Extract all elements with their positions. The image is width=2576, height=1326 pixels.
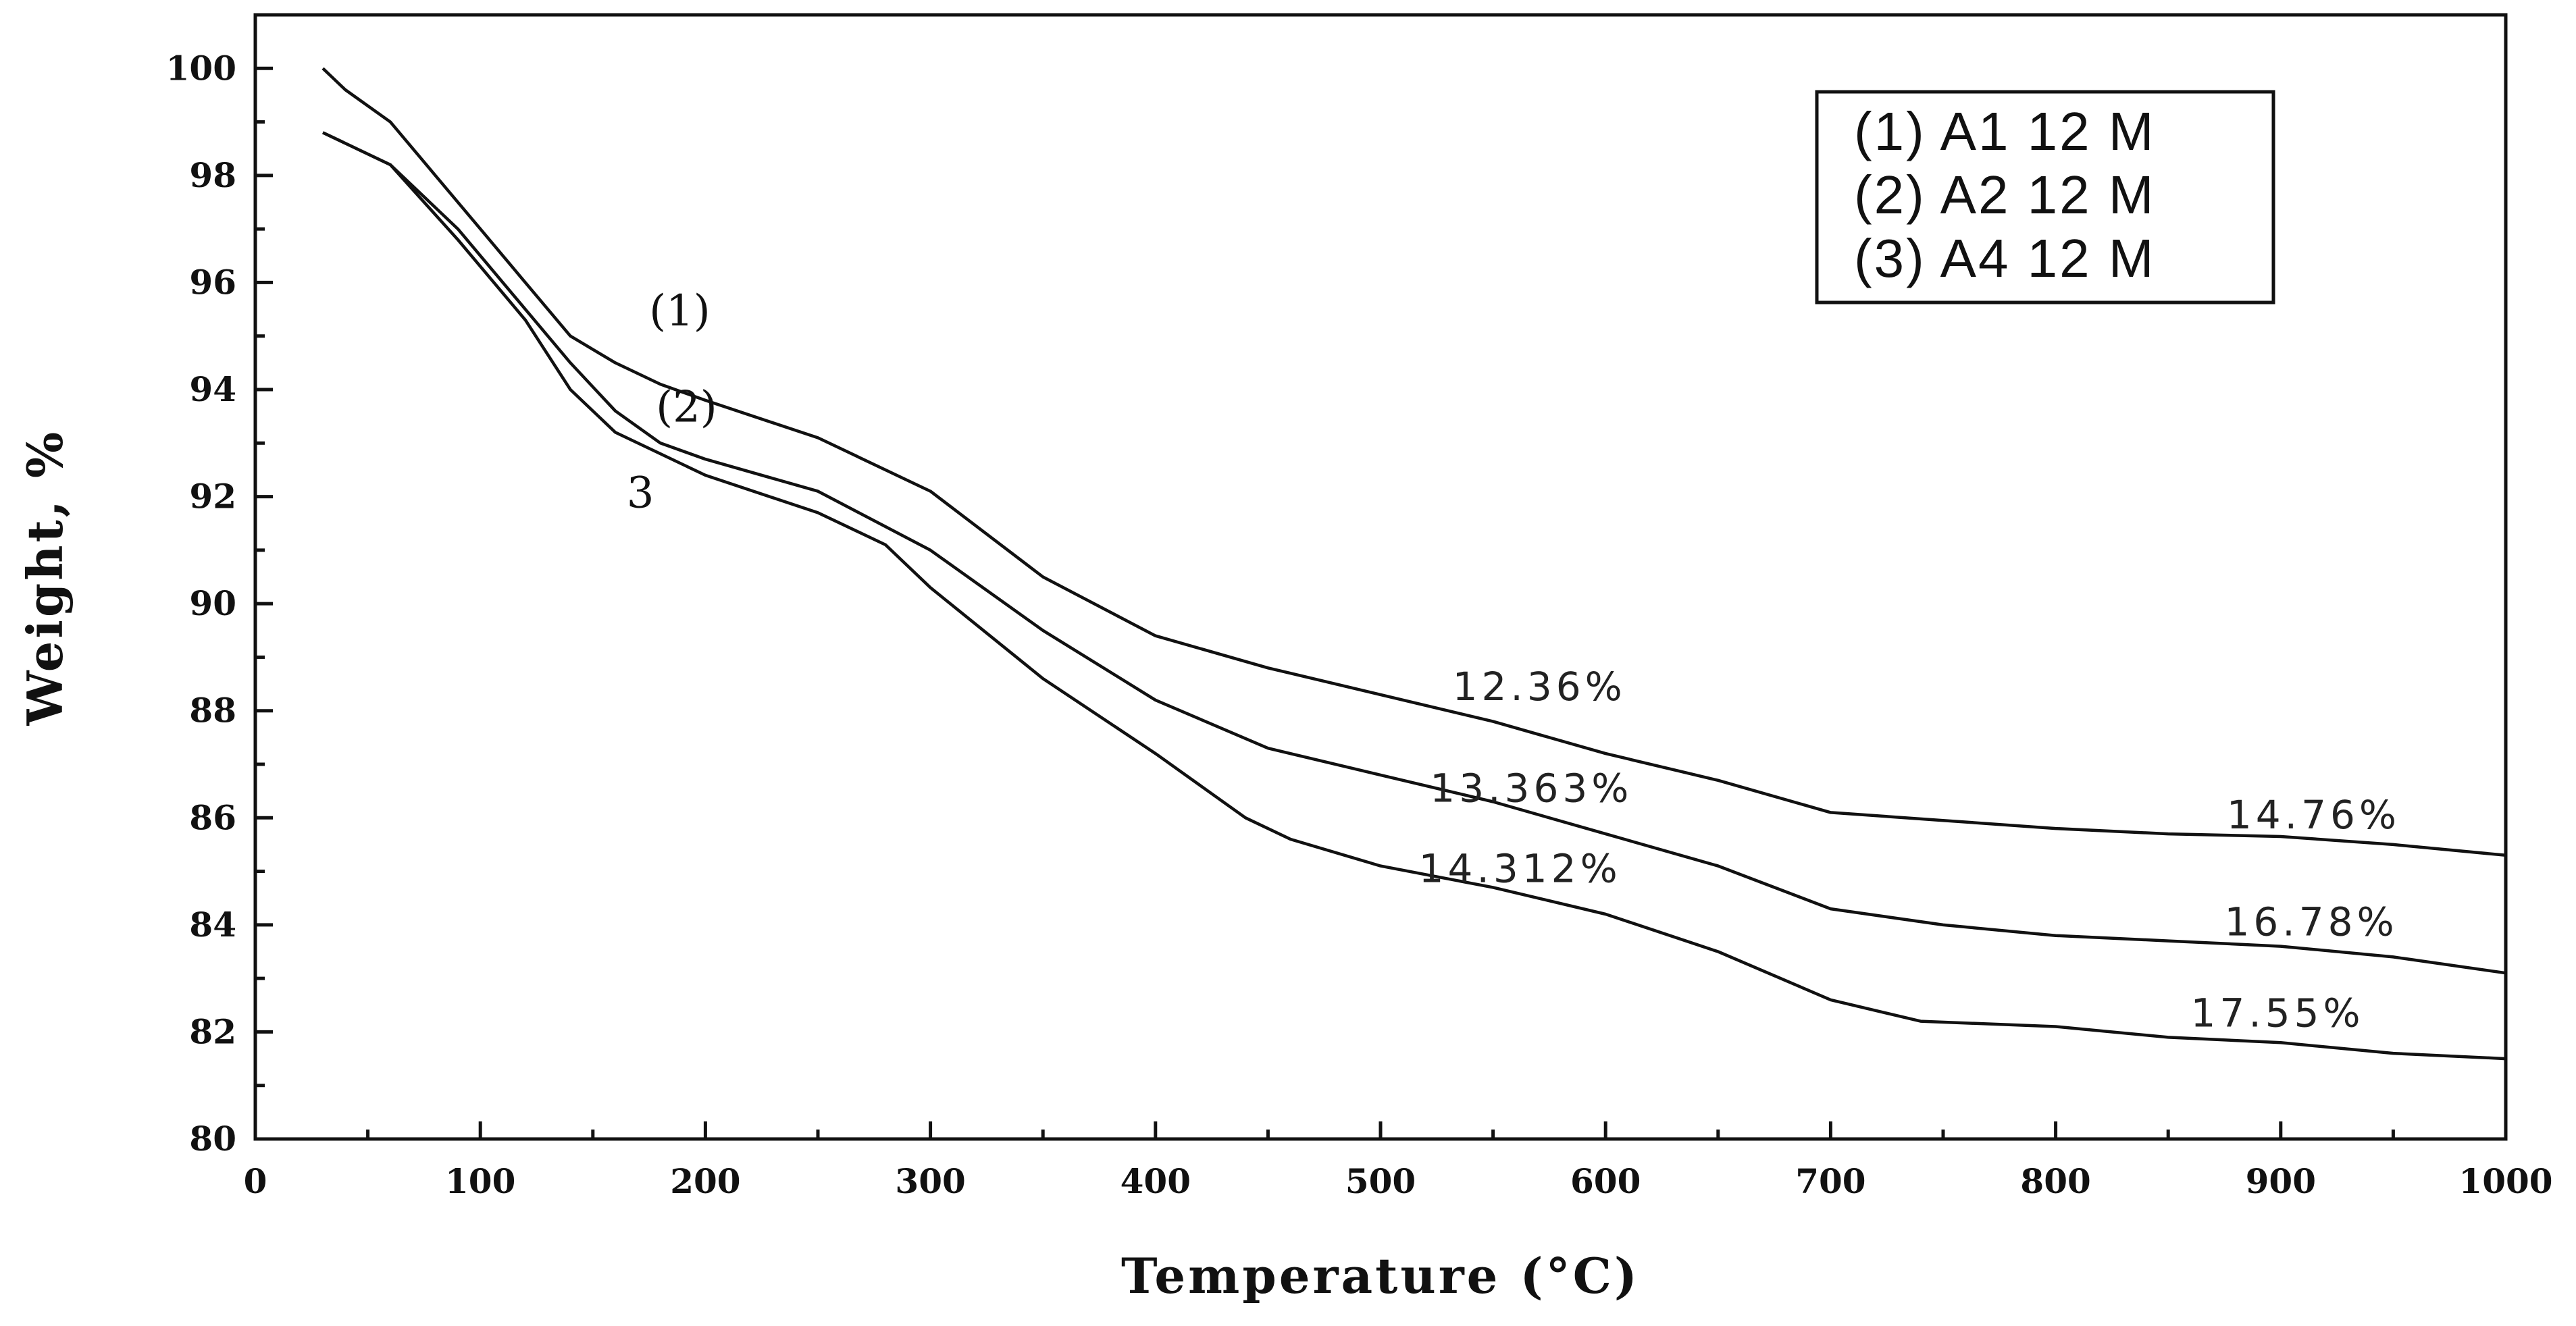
y-tick-label: 94 [189,369,236,409]
x-axis-title: Temperature (°C) [1121,1247,1640,1304]
y-axis-title: Weight, % [16,429,74,726]
legend-entry-3: (3) A4 12 M [1854,228,2156,288]
x-tick-label: 1000 [2458,1161,2552,1201]
weight-loss-annotation: 16.78% [2225,899,2398,945]
x-tick-label: 600 [1570,1161,1641,1201]
y-tick-label: 100 [166,48,236,88]
weight-loss-annotation: 14.312% [1419,845,1622,891]
y-tick-label: 82 [189,1011,236,1051]
weight-loss-annotation: 17.55% [2191,990,2365,1036]
series-label-2: (2) [656,383,717,433]
weight-loss-annotation: 14.76% [2227,792,2400,838]
weight-loss-annotation: 12.36% [1453,664,1626,710]
x-tick-label: 200 [670,1161,740,1201]
series-line-1 [321,67,2506,857]
x-tick-label: 800 [2020,1161,2090,1201]
x-tick-label: 100 [445,1161,515,1201]
data-series: (1) (2)3 [321,67,2506,1061]
y-tick-label: 98 [189,155,236,195]
x-tick-label: 300 [895,1161,965,1201]
weight-loss-annotation: 13.363% [1430,766,1632,812]
series-label-3: 3 [627,468,654,518]
y-tick-label: 96 [189,262,236,302]
y-tick-label: 90 [189,583,236,623]
x-tick-label: 500 [1345,1161,1416,1201]
plot-area-frame [253,13,2508,1141]
series-line-2 [322,131,2506,975]
legend: (1) A1 12 M (2) A2 12 M (3) A4 12 M [1815,90,2275,304]
annotations: 12.36% 13.363% 14.312% 14.76% 16.78% 17.55% [1419,664,2400,1036]
x-tick-label: 0 [244,1161,267,1201]
legend-entry-2: (2) A2 12 M [1854,165,2156,225]
y-tick-label: 88 [189,691,236,731]
legend-box [1815,90,2275,304]
y-tick-label: 86 [189,797,236,837]
tick-labels: 0 100 200 300 400 500 600 700 800 900 1000 80 82 84 86… [166,48,2553,1201]
legend-entry-1: (1) A1 12 M [1854,101,2156,161]
x-tick-label: 700 [1795,1161,1865,1201]
x-tick-label: 900 [2246,1161,2316,1201]
y-tick-label: 84 [189,905,236,945]
series-label-1: (1) [649,286,711,336]
y-tick-label: 92 [189,477,236,516]
y-tick-label: 80 [189,1119,236,1159]
x-tick-label: 400 [1120,1161,1191,1201]
series-line-3 [322,131,2506,1061]
